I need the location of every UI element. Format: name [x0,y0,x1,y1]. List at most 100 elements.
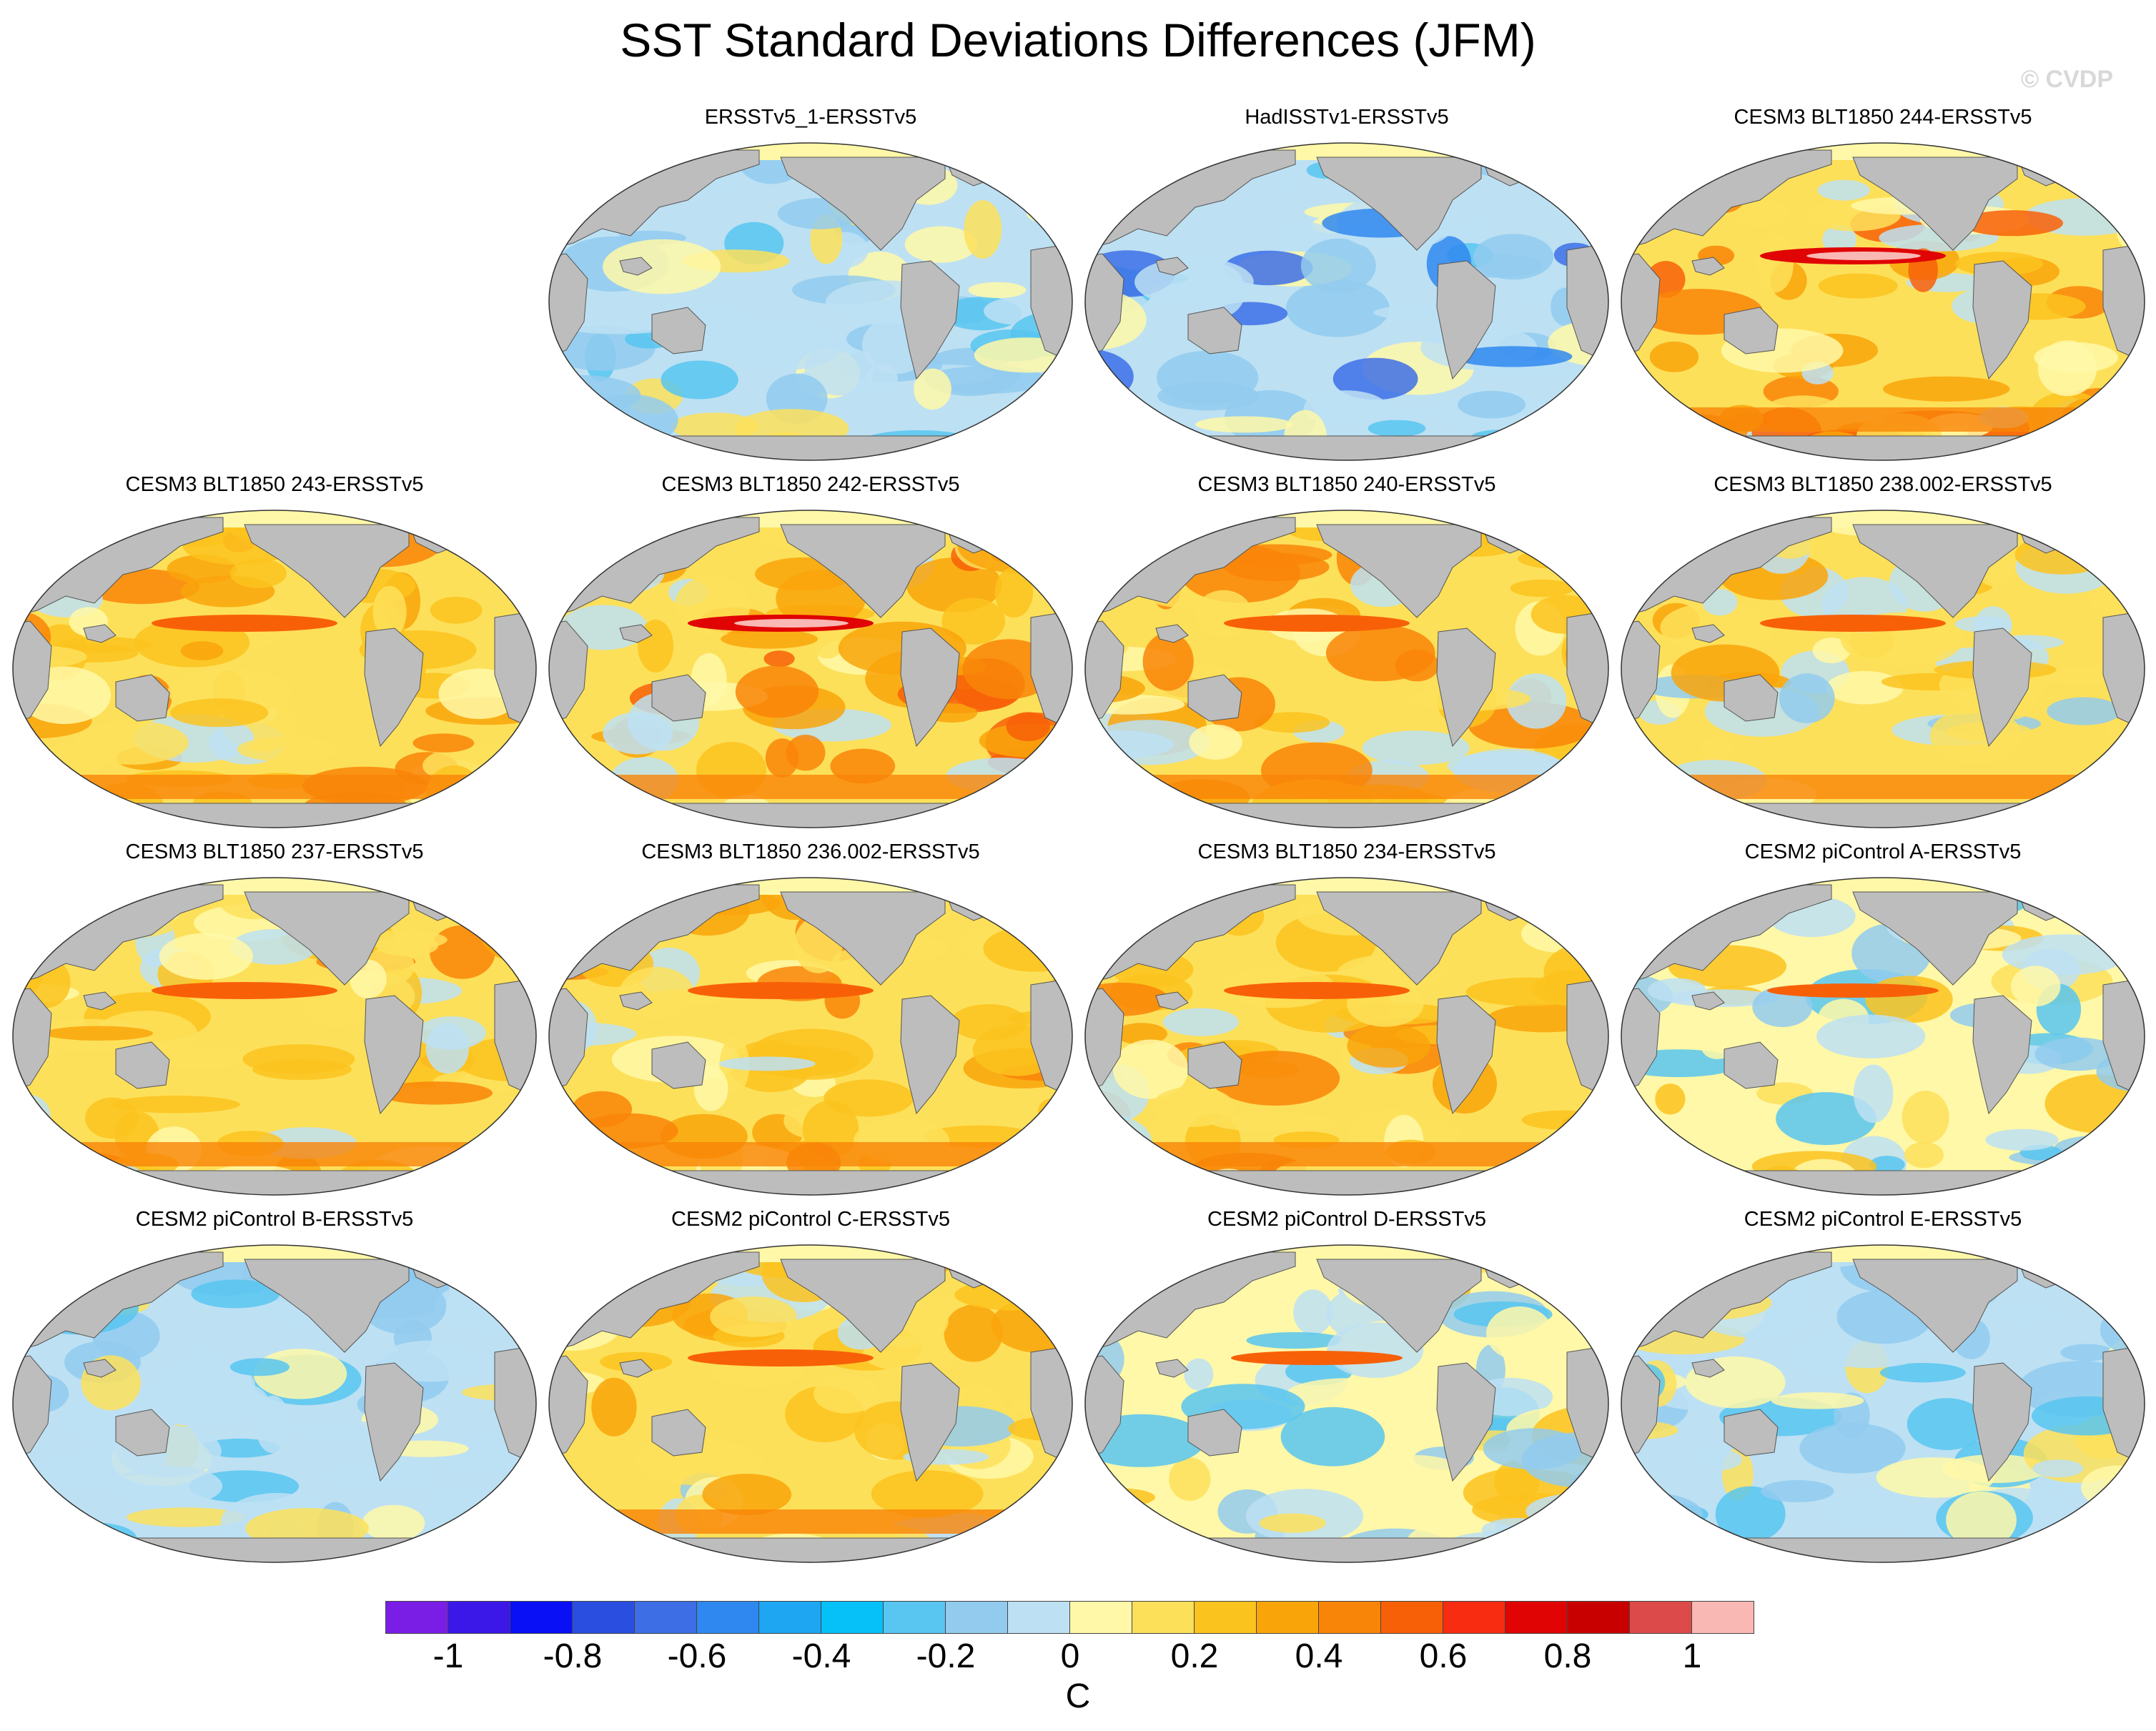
anomaly-patch [1673,159,1710,187]
anomaly-patch [1246,1331,1345,1349]
anomaly-patch [2096,195,2145,211]
map-outline [1621,142,2145,461]
anomaly-patch [2018,510,2067,532]
anomaly-patch [2032,1459,2084,1478]
anomaly-patch [378,1081,493,1105]
colorbar-swatch [696,1601,759,1634]
maritime-continent-land [1691,991,1725,1011]
map-panel: CESM3 BLT1850 236.002-ERSSTv5 [545,840,1077,1198]
south-america-land [1972,260,2032,380]
anomaly-patch [1776,1092,1876,1146]
maritime-continent-land [83,1359,117,1378]
north-america-land [244,524,410,618]
panel-title: CESM3 BLT1850 240-ERSSTv5 [1197,473,1496,496]
world-map [1621,142,2145,461]
anomaly-patch [1365,405,1442,420]
anomaly-patch [13,916,49,935]
anomaly-patch [904,226,977,263]
south-america-land [1972,1362,2032,1482]
anomaly-patch [1882,376,2010,402]
anomaly-patch [2022,805,2068,828]
map-outline [12,877,537,1196]
anomaly-patch [1621,149,1700,202]
map-outline [548,142,1073,461]
anomaly-patch [717,317,845,371]
anomaly-patch [549,517,620,550]
anomaly-patch [2072,150,2145,192]
figure-title: SST Standard Deviations Differences (JFM… [620,14,1536,66]
anomaly-patch [112,1096,240,1114]
southern-ocean-band [1085,775,1608,799]
anomaly-patch [1961,210,2063,237]
anomaly-patch [1647,978,1706,1003]
anomaly-patch [2072,1245,2145,1281]
world-map [12,1244,537,1563]
anomaly-patch [512,933,536,957]
anomaly-patch [2079,404,2145,440]
north-america-land [780,1259,946,1353]
equatorial-pacific-band [152,615,337,632]
anomaly-patch [1539,177,1608,200]
arctic-region [549,1245,1072,1262]
equatorial-pacific-band [688,982,874,999]
map-outline [1084,877,1609,1196]
anomaly-patch [765,738,799,778]
anomaly-patch [1195,416,1293,433]
anomaly-patch [1362,730,1470,765]
anomaly-patch [996,407,1070,460]
anomaly-patch [1876,1457,1995,1498]
anomaly-patch [485,510,536,527]
anomaly-patch [1142,633,1194,691]
north-america-land [1316,157,1482,251]
map-outline [12,1244,537,1563]
africa-land [1621,620,1661,725]
anomaly-patch [1812,638,1851,664]
panel-title: CESM3 BLT1850 238.002-ERSSTv5 [1714,473,2052,496]
anomaly-patch [1160,1310,1273,1338]
anomaly-patch [549,1114,576,1129]
anomaly-patch [1660,602,1776,653]
southern-ocean-band [549,1509,1072,1534]
anomaly-patch [1533,1245,1602,1271]
anomaly-patch [1644,894,1675,951]
anomaly-patch [159,933,253,980]
colorbar-swatch [1007,1601,1070,1634]
anomaly-patch [1641,1179,1731,1195]
colorbar-swatch [572,1601,635,1634]
anomaly-patch [2005,797,2125,828]
anomaly-patch [954,408,1007,446]
anomaly-patch [1458,390,1526,419]
anomaly-patch [1085,143,1123,188]
anomaly-patch [2060,1344,2114,1362]
anomaly-patch [54,1248,94,1266]
map-panel: CESM2 piControl E-ERSSTv5 [1617,1208,2149,1565]
maritime-continent-land [619,624,653,643]
colorbar-swatch [821,1601,884,1634]
colorbar-swatch [1505,1601,1568,1634]
equatorial-pacific-band [688,1349,874,1367]
southern-ocean-band [549,1142,1072,1166]
anomaly-patch [1752,986,1813,1027]
anomaly-patch [1702,589,1738,616]
anomaly-patch [1453,346,1573,367]
south-america-land [364,995,424,1115]
anomaly-patch [180,641,224,660]
anomaly-patch [1395,649,1439,682]
anomaly-patch [53,1522,137,1555]
colorbar-tick-label: 0.6 [1419,1637,1468,1675]
anomaly-patch [499,775,536,823]
anomaly-patch [1447,751,1564,780]
anomaly-patch [1017,1276,1072,1316]
anomaly-patch [495,1264,536,1321]
anomaly-patch [1006,712,1050,742]
anomaly-patch [1347,1024,1430,1068]
anomaly-patch [2061,1245,2145,1270]
anomaly-patch [411,878,488,893]
anomaly-patch [580,510,655,530]
anomaly-patch [1486,1306,1553,1361]
world-map [548,510,1073,828]
anomaly-patch [1029,1284,1072,1327]
map-panel: CESM3 BLT1850 243-ERSSTv5 [9,473,540,830]
anomaly-patch [590,818,645,828]
world-map [548,142,1073,461]
